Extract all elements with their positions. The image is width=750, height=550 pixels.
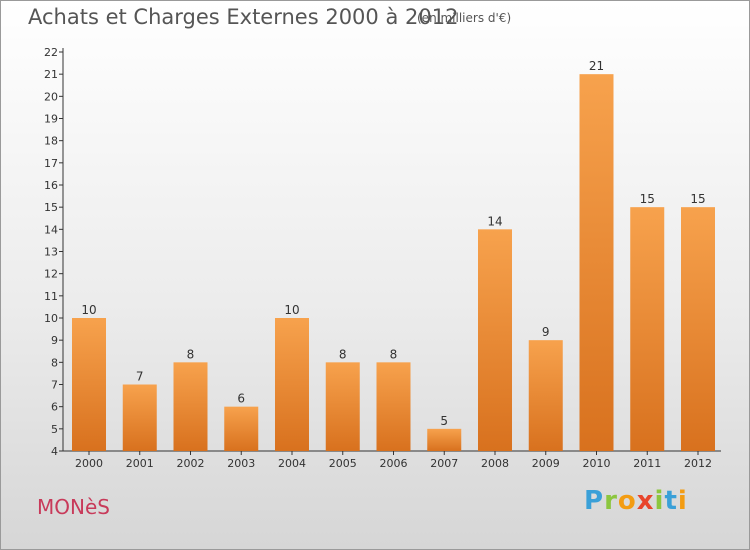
- x-tick-label: 2007: [430, 457, 458, 470]
- bar-2000: [72, 318, 106, 451]
- bar-value-label: 14: [487, 214, 502, 228]
- bar-2004: [275, 318, 309, 451]
- x-tick-label: 2000: [75, 457, 103, 470]
- x-tick-label: 2005: [329, 457, 357, 470]
- x-tick-label: 2008: [481, 457, 509, 470]
- bar-2012: [681, 207, 715, 451]
- bar-value-label: 5: [440, 414, 448, 428]
- bar-2011: [630, 207, 665, 451]
- y-tick-label: 18: [44, 135, 58, 148]
- logo-letter: r: [604, 486, 618, 516]
- bar-value-label: 8: [390, 347, 398, 361]
- y-tick-label: 14: [44, 223, 58, 236]
- y-tick-label: 8: [51, 356, 58, 369]
- bar-2010: [579, 74, 614, 452]
- bar-value-label: 10: [284, 303, 299, 317]
- bar-2005: [325, 362, 360, 451]
- y-tick-label: 9: [51, 334, 58, 347]
- x-tick-label: 2010: [583, 457, 611, 470]
- y-tick-label: 5: [51, 423, 58, 436]
- bar-value-label: 8: [339, 347, 347, 361]
- x-tick-label: 2012: [684, 457, 712, 470]
- logo-letter: i: [654, 486, 665, 516]
- y-tick-label: 13: [44, 246, 58, 259]
- bar-2007: [427, 428, 462, 451]
- y-tick-label: 12: [44, 268, 58, 281]
- bar-value-label: 15: [690, 192, 705, 206]
- x-tick-label: 2009: [532, 457, 560, 470]
- bar-value-label: 21: [589, 59, 604, 73]
- y-tick-label: 7: [51, 379, 58, 392]
- y-tick-label: 20: [44, 90, 58, 103]
- y-tick-label: 16: [44, 179, 58, 192]
- bar-2001: [122, 384, 157, 451]
- bar-value-label: 15: [640, 192, 655, 206]
- x-tick-label: 2003: [227, 457, 255, 470]
- y-tick-label: 19: [44, 113, 58, 126]
- x-tick-label: 2011: [633, 457, 661, 470]
- logo-letter: i: [677, 486, 688, 516]
- x-tick-label: 2006: [380, 457, 408, 470]
- y-tick-label: 6: [51, 401, 58, 414]
- y-tick-label: 4: [51, 445, 58, 458]
- x-tick-label: 2004: [278, 457, 306, 470]
- y-tick-label: 11: [44, 290, 58, 303]
- bar-2008: [478, 229, 512, 451]
- y-tick-label: 17: [44, 157, 58, 170]
- y-tick-label: 15: [44, 201, 58, 214]
- bar-2003: [224, 406, 259, 451]
- chart-unit: (en milliers d'€): [417, 11, 512, 25]
- bar-value-label: 7: [136, 370, 144, 384]
- bar-2009: [528, 340, 563, 451]
- logo-letter: x: [636, 486, 655, 516]
- bar-2002: [173, 362, 208, 451]
- y-tick-label: 22: [44, 46, 58, 59]
- logo-letter: P: [584, 486, 605, 516]
- bar-value-label: 6: [237, 392, 245, 406]
- chart-title: Achats et Charges Externes 2000 à 2012: [28, 5, 459, 29]
- bar-value-label: 10: [81, 303, 96, 317]
- bar-2006: [376, 362, 411, 451]
- y-tick-label: 10: [44, 312, 58, 325]
- y-tick-label: 21: [44, 68, 58, 81]
- commune-name: MONèS: [37, 495, 110, 519]
- logo-letter: o: [617, 486, 637, 516]
- logo-letter: t: [664, 486, 678, 516]
- proxiti-logo: Proxiti: [584, 486, 688, 516]
- bar-value-label: 8: [187, 347, 195, 361]
- x-tick-label: 2001: [126, 457, 154, 470]
- bar-value-label: 9: [542, 325, 550, 339]
- x-tick-label: 2002: [177, 457, 205, 470]
